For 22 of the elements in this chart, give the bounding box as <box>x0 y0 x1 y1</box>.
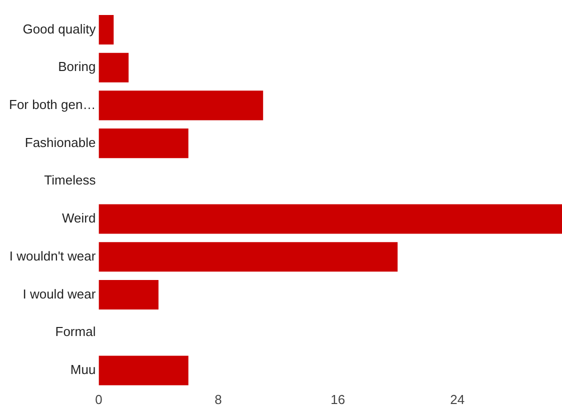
bar <box>98 90 264 120</box>
y-tick-label: Fashionable <box>24 134 96 150</box>
x-tick-label: 0 <box>95 392 102 407</box>
y-tick-label: Weird <box>62 210 96 226</box>
bar <box>98 128 188 158</box>
bar <box>98 280 158 310</box>
bar <box>98 204 562 234</box>
bar <box>98 356 188 386</box>
x-tick-label: 24 <box>450 392 465 407</box>
y-tick-label: Boring <box>58 59 96 74</box>
y-tick-label: I would wear <box>22 286 96 302</box>
x-tick-label: 8 <box>214 392 222 407</box>
y-tick-label: For both gen… <box>8 97 96 112</box>
y-tick-label: Good quality <box>22 21 96 36</box>
y-tick-label: Formal <box>55 324 96 340</box>
bar <box>98 52 129 82</box>
y-tick-label: Muu <box>70 362 96 378</box>
bar <box>98 14 114 44</box>
y-tick-label: I wouldn't wear <box>9 248 96 264</box>
x-tick-label: 16 <box>330 392 346 407</box>
y-tick-label: Timeless <box>44 172 96 188</box>
bar <box>98 242 398 272</box>
